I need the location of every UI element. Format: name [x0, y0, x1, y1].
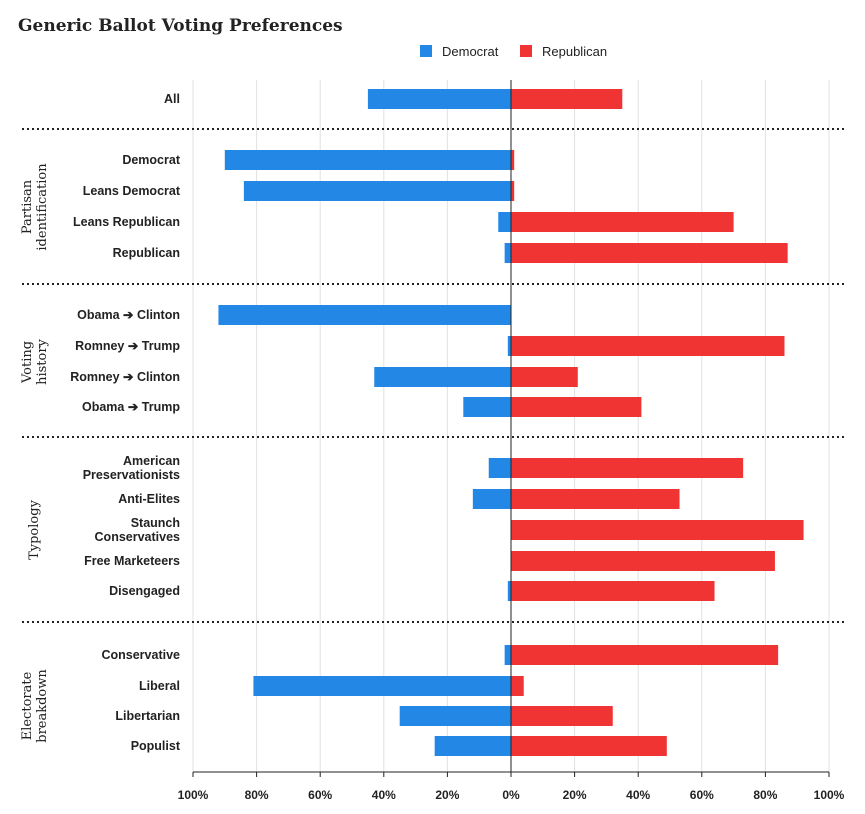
group-label-voting-history: Votinghistory — [20, 338, 50, 384]
bar-republican-romney-trump — [511, 336, 785, 356]
x-tick-label: 40% — [626, 788, 650, 802]
category-label-republican: Republican — [113, 246, 180, 260]
x-tick-label: 20% — [435, 788, 459, 802]
bar-democrat-romney-clinton — [374, 367, 511, 387]
bar-republican-american-preservationists — [511, 458, 744, 478]
bar-republican-conservative — [511, 645, 779, 665]
bar-republican-romney-clinton — [511, 367, 578, 387]
legend-label-republican: Republican — [542, 44, 607, 59]
bar-democrat-obama-clinton — [218, 305, 511, 325]
legend-swatch-democrat — [420, 45, 432, 57]
bar-democrat-republican — [504, 243, 511, 263]
bar-democrat-leans-republican — [498, 212, 511, 232]
x-tick-label: 100% — [814, 788, 845, 802]
bar-democrat-anti-elites — [472, 489, 511, 509]
legend-label-democrat: Democrat — [442, 44, 499, 59]
bar-republican-anti-elites — [511, 489, 680, 509]
category-labels: All Democrat Leans Democrat Leans Republica… — [70, 92, 181, 753]
legend-swatch-republican — [520, 45, 532, 57]
category-label-anti-elites: Anti-Elites — [118, 492, 180, 506]
bar-democrat-liberal — [253, 676, 512, 696]
bar-democrat-populist — [434, 736, 511, 756]
category-label-disengaged: Disengaged — [109, 584, 180, 598]
chart-title: Generic Ballot Voting Preferences — [18, 16, 343, 36]
bar-republican-leans-republican — [511, 212, 734, 232]
category-label-leans-republican: Leans Republican — [73, 215, 180, 229]
category-label-libertarian: Libertarian — [115, 709, 180, 723]
category-label-democrat: Democrat — [122, 153, 180, 167]
category-label-romney-trump: Romney ➔ Trump — [75, 339, 180, 353]
bar-democrat-libertarian — [399, 706, 511, 726]
x-axis: 100% 80% 60% 40% 20% 0% 20% 40% 60% 80% 100% — [178, 771, 845, 802]
x-tick-label: 100% — [178, 788, 209, 802]
bar-democrat-leans-democrat — [243, 181, 511, 201]
category-label-all: All — [164, 92, 180, 106]
x-tick-label: 80% — [753, 788, 777, 802]
legend: Democrat Republican — [420, 44, 607, 59]
bar-democrat-romney-trump — [507, 336, 511, 356]
x-tick-label: 40% — [372, 788, 396, 802]
bar-republican-all — [511, 89, 623, 109]
category-label-american-preservationists: American Preservationists — [83, 454, 180, 482]
category-label-conservative: Conservative — [101, 648, 180, 662]
group-labels: Partisanidentification Votinghistory Typol… — [20, 163, 50, 743]
bar-republican-free-marketeers — [511, 551, 775, 571]
category-label-staunch-conservatives: Staunch Conservatives — [95, 516, 181, 544]
bar-democrat-disengaged — [507, 581, 511, 601]
category-label-romney-clinton: Romney ➔ Clinton — [70, 370, 180, 384]
bar-republican-populist — [511, 736, 667, 756]
x-tick-label: 60% — [308, 788, 332, 802]
bar-republican-obama-trump — [511, 397, 642, 417]
bar-democrat-obama-trump — [463, 397, 511, 417]
group-label-typology: Typology — [27, 499, 42, 559]
bar-republican-liberal — [511, 676, 524, 696]
bar-republican-staunch-conservatives — [511, 520, 804, 540]
bar-republican-democrat — [511, 150, 515, 170]
category-label-leans-democrat: Leans Democrat — [83, 184, 181, 198]
x-tick-label: 60% — [690, 788, 714, 802]
x-tick-label: 20% — [563, 788, 587, 802]
bar-republican-leans-democrat — [511, 181, 515, 201]
category-label-obama-trump: Obama ➔ Trump — [82, 400, 180, 414]
bars — [218, 89, 804, 756]
bar-democrat-all — [367, 89, 511, 109]
x-tick-label: 80% — [245, 788, 269, 802]
bar-republican-republican — [511, 243, 788, 263]
group-label-partisan-identification: Partisanidentification — [20, 163, 50, 251]
group-separators — [22, 128, 845, 623]
category-label-liberal: Liberal — [139, 679, 180, 693]
category-label-populist: Populist — [131, 739, 181, 753]
bar-republican-disengaged — [511, 581, 715, 601]
category-label-free-marketeers: Free Marketeers — [84, 554, 180, 568]
category-label-obama-clinton: Obama ➔ Clinton — [77, 308, 180, 322]
group-label-electorate-breakdown: Electoratebreakdown — [20, 669, 50, 743]
bar-democrat-conservative — [504, 645, 511, 665]
bar-democrat-american-preservationists — [488, 458, 511, 478]
bar-republican-libertarian — [511, 706, 613, 726]
x-tick-label: 0% — [502, 788, 520, 802]
bar-democrat-democrat — [224, 150, 512, 170]
